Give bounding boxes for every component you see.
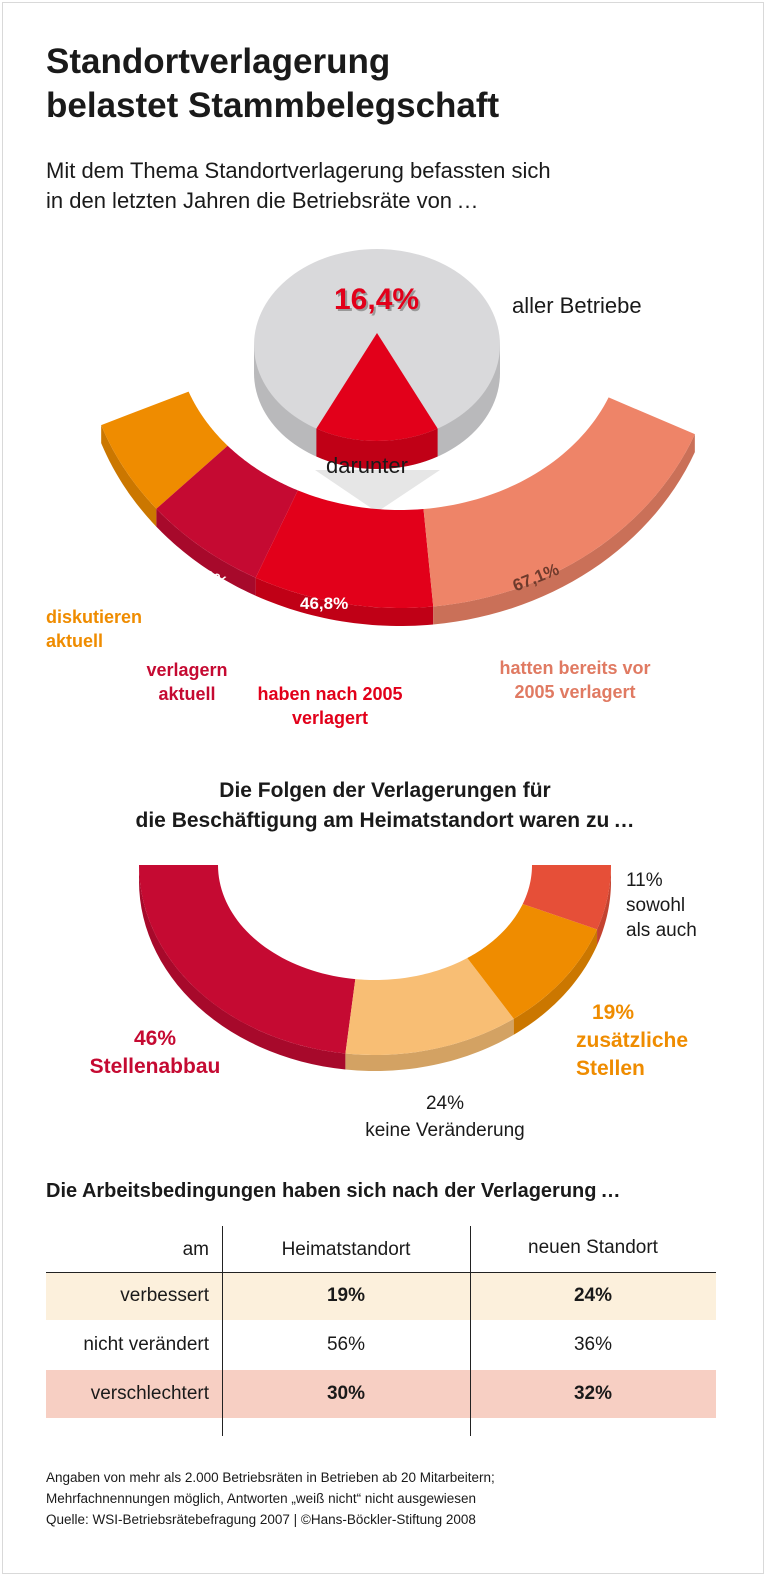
arc-segment xyxy=(101,391,228,509)
table-title: Die Arbeitsbedingungen haben sich nach d… xyxy=(46,1180,621,1202)
donut-segment xyxy=(139,865,356,1054)
divider xyxy=(470,1226,471,1436)
arc-segment xyxy=(255,490,434,608)
table-cell: 30% xyxy=(326,1383,366,1404)
seg-name: verlagern aktuell xyxy=(132,658,242,706)
row-bg xyxy=(46,1273,716,1320)
arc1-caption: darunter xyxy=(326,453,408,478)
row-label: verbessert xyxy=(120,1285,209,1306)
donut-label: 46% Stellenabbau xyxy=(70,1025,240,1081)
footer: Angaben von mehr als 2.000 Betriebsräten… xyxy=(46,1467,746,1530)
subtitle-line: Mit dem Thema Standortverlagerung befass… xyxy=(46,158,551,183)
arc-segment-side xyxy=(255,577,434,626)
row-label: nicht verändert xyxy=(83,1334,209,1355)
title: Standortverlagerung belastet Stammbelegsc… xyxy=(46,40,696,128)
arc-segment xyxy=(156,445,298,578)
donut-segment xyxy=(467,903,598,1019)
seg-name-line: aktuell xyxy=(46,631,104,651)
value: 19% xyxy=(592,1001,635,1024)
donut-title-line: die Beschäftigung am Heimatstandort ware… xyxy=(135,809,635,832)
donut-segment-side xyxy=(139,865,346,1070)
seg-name-line: haben nach 2005 xyxy=(257,684,403,704)
pie1-label: 16,4% xyxy=(334,283,420,316)
donut-segment xyxy=(345,958,514,1055)
donut-segment-side xyxy=(597,865,611,946)
pie1-caption: aller Betriebe xyxy=(512,293,642,318)
name: Stellen xyxy=(576,1057,645,1080)
divider xyxy=(222,1226,223,1436)
pie-slice xyxy=(316,333,438,441)
row-bg xyxy=(46,1370,716,1418)
seg-name-line: verlagert xyxy=(291,708,369,728)
seg-name-line: verlagern xyxy=(146,660,228,680)
seg-name: haben nach 2005 verlagert xyxy=(245,682,415,730)
title-line: Standortverlagerung xyxy=(46,42,391,81)
col-header: am xyxy=(182,1239,209,1260)
name: zusätzliche xyxy=(576,1029,689,1052)
seg-label: 46,8% xyxy=(300,594,349,613)
value: 11% xyxy=(626,870,663,891)
row-label: verschlechtert xyxy=(90,1383,209,1404)
footer-line: Mehrfachnennungen möglich, Antworten „we… xyxy=(46,1491,476,1506)
table-cell: 24% xyxy=(573,1285,613,1306)
name: keine Veränderung xyxy=(365,1120,525,1141)
table-cell: 36% xyxy=(573,1334,613,1355)
seg-name: diskutieren aktuell xyxy=(46,605,142,653)
donut-label: 19% zusätzliche Stellen xyxy=(576,999,688,1083)
divider xyxy=(46,1272,716,1273)
title-line: belastet Stammbelegschaft xyxy=(46,86,500,125)
footer-line: Angaben von mehr als 2.000 Betriebsräten… xyxy=(46,1470,495,1485)
arc-segment-side xyxy=(433,434,695,625)
arrow-icon xyxy=(315,470,440,512)
subtitle: Mit dem Thema Standortverlagerung befass… xyxy=(46,156,726,216)
donut-segment-side xyxy=(513,929,598,1035)
seg-name-line: hatten bereits vor xyxy=(499,658,651,678)
col-header: Heimatstandort xyxy=(281,1239,411,1260)
donut-segment-side xyxy=(345,1018,514,1071)
table-cell: 19% xyxy=(326,1285,366,1306)
donut-label: 24% keine Veränderung xyxy=(330,1090,560,1144)
col-header: neuen Standort xyxy=(528,1237,658,1258)
arc-segment xyxy=(423,397,695,607)
table-cell: 56% xyxy=(326,1334,366,1355)
footer-line: Quelle: WSI-Betriebsrätebefragung 2007 |… xyxy=(46,1512,476,1527)
name: sowohl xyxy=(626,895,686,916)
subtitle-line: in den letzten Jahren die Betriebsräte v… xyxy=(46,188,479,213)
donut-title-line: Die Folgen der Verlagerungen für xyxy=(219,779,551,802)
arc-segment-side xyxy=(156,508,256,596)
seg-name-line: aktuell xyxy=(158,684,216,704)
donut-title: Die Folgen der Verlagerungen für die Besc… xyxy=(40,776,730,836)
seg-name: hatten bereits vor 2005 verlagert xyxy=(470,656,680,704)
value: 46% xyxy=(133,1027,177,1050)
seg-name-line: 2005 verlagert xyxy=(514,682,636,702)
name: Stellenabbau xyxy=(89,1055,221,1078)
name: als auch xyxy=(626,920,697,941)
value: 24% xyxy=(425,1093,465,1114)
pie-slice-side xyxy=(316,428,438,469)
donut-segment xyxy=(522,865,611,930)
arc-segment-side xyxy=(101,425,157,527)
donut-label: 11% sowohl als auch xyxy=(626,868,697,943)
table-cell: 32% xyxy=(573,1383,613,1404)
seg-name-line: diskutieren xyxy=(46,607,143,627)
